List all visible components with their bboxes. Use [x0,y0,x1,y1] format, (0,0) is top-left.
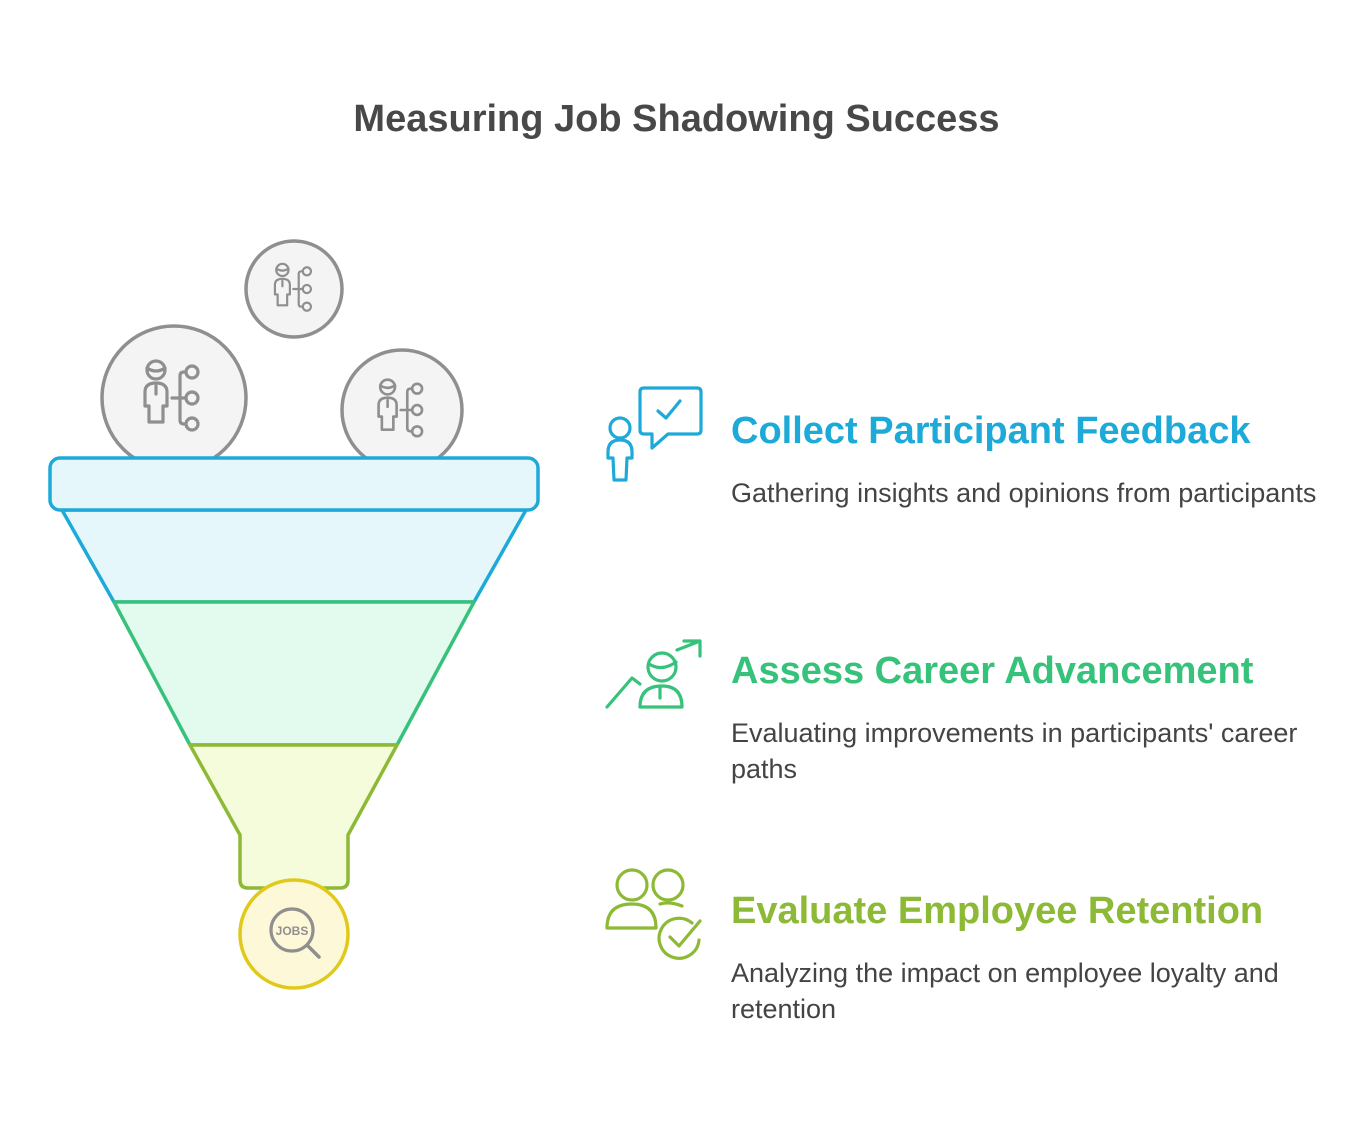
person-network-icon [244,239,344,339]
jobs-search-icon: JOBS [238,878,350,990]
career-growth-icon [605,639,702,709]
person-network-icon [340,348,464,472]
step-description: Gathering insights and opinions from par… [731,478,1317,508]
page-title: Measuring Job Shadowing Success [353,98,1000,140]
funnel-section-career [112,600,476,747]
people-check-icon [605,868,702,960]
step-description: Evaluating improvements in participants'… [731,718,1298,784]
svg-text:JOBS: JOBS [276,924,309,938]
person-feedback-icon [606,386,703,482]
step-assess-career: Assess Career Advancement Evaluating imp… [731,650,1331,787]
funnel-section-feedback [60,508,528,604]
step-heading: Assess Career Advancement [731,650,1254,692]
funnel-rim [48,456,540,512]
step-description: Analyzing the impact on employee loyalty… [731,958,1279,1024]
step-heading: Evaluate Employee Retention [731,890,1264,932]
step-evaluate-retention: Evaluate Employee Retention Analyzing th… [731,890,1331,1027]
person-network-icon [100,324,248,472]
step-heading: Collect Participant Feedback [731,410,1251,452]
step-collect-feedback: Collect Participant Feedback Gathering i… [731,410,1331,511]
funnel-section-retention [188,743,399,890]
